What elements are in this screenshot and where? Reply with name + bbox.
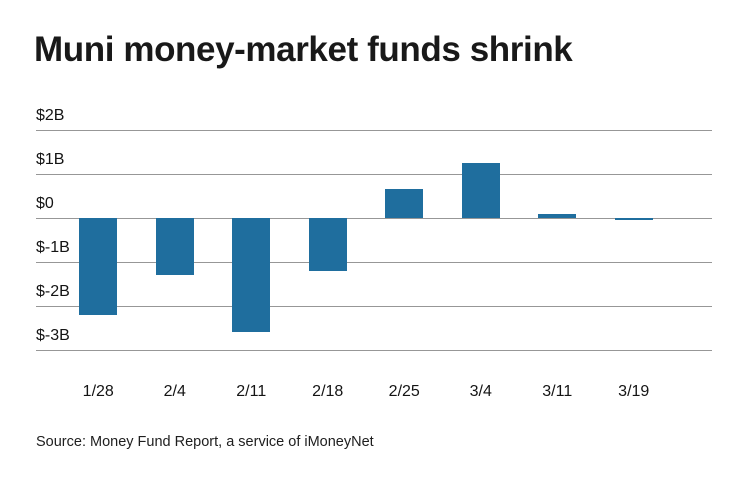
gridline xyxy=(36,218,712,219)
y-tick-label: $-3B xyxy=(36,327,76,350)
y-tick-label: $0 xyxy=(36,195,60,218)
source-note: Source: Money Fund Report, a service of … xyxy=(36,434,374,450)
bar-3/4 xyxy=(461,163,500,218)
x-tick-label: 3/11 xyxy=(542,383,573,400)
bar-2/25 xyxy=(385,189,424,218)
x-tick-label: 2/4 xyxy=(163,383,186,400)
x-tick-label: 2/25 xyxy=(388,383,420,400)
bar-1/28 xyxy=(79,218,118,315)
gridline xyxy=(36,350,712,351)
gridline xyxy=(36,306,712,307)
x-tick-label: 3/4 xyxy=(469,383,492,400)
x-tick-label: 3/19 xyxy=(618,383,650,400)
chart-title: Muni money-market funds shrink xyxy=(34,30,573,69)
y-tick-label: $-2B xyxy=(36,283,76,306)
y-tick-label: $-1B xyxy=(36,239,76,262)
gridline xyxy=(36,174,712,175)
bar-3/11 xyxy=(538,213,577,218)
gridline xyxy=(36,130,712,131)
gridline xyxy=(36,262,712,263)
bar-3/19 xyxy=(614,218,653,221)
y-tick-label: $1B xyxy=(36,151,71,174)
x-tick-label: 2/11 xyxy=(236,383,267,400)
bar-2/4 xyxy=(155,218,194,276)
y-tick-label: $2B xyxy=(36,107,71,130)
plot-area: $2B $1B $0 $-1B $-2B $-3B 1/28 2/4 2/11 2/18 2/25 3… xyxy=(36,107,712,400)
x-tick-label: 2/18 xyxy=(312,383,344,400)
x-tick-label: 1/28 xyxy=(82,383,114,400)
bar-2/11 xyxy=(232,218,271,333)
bar-2/18 xyxy=(308,218,347,271)
